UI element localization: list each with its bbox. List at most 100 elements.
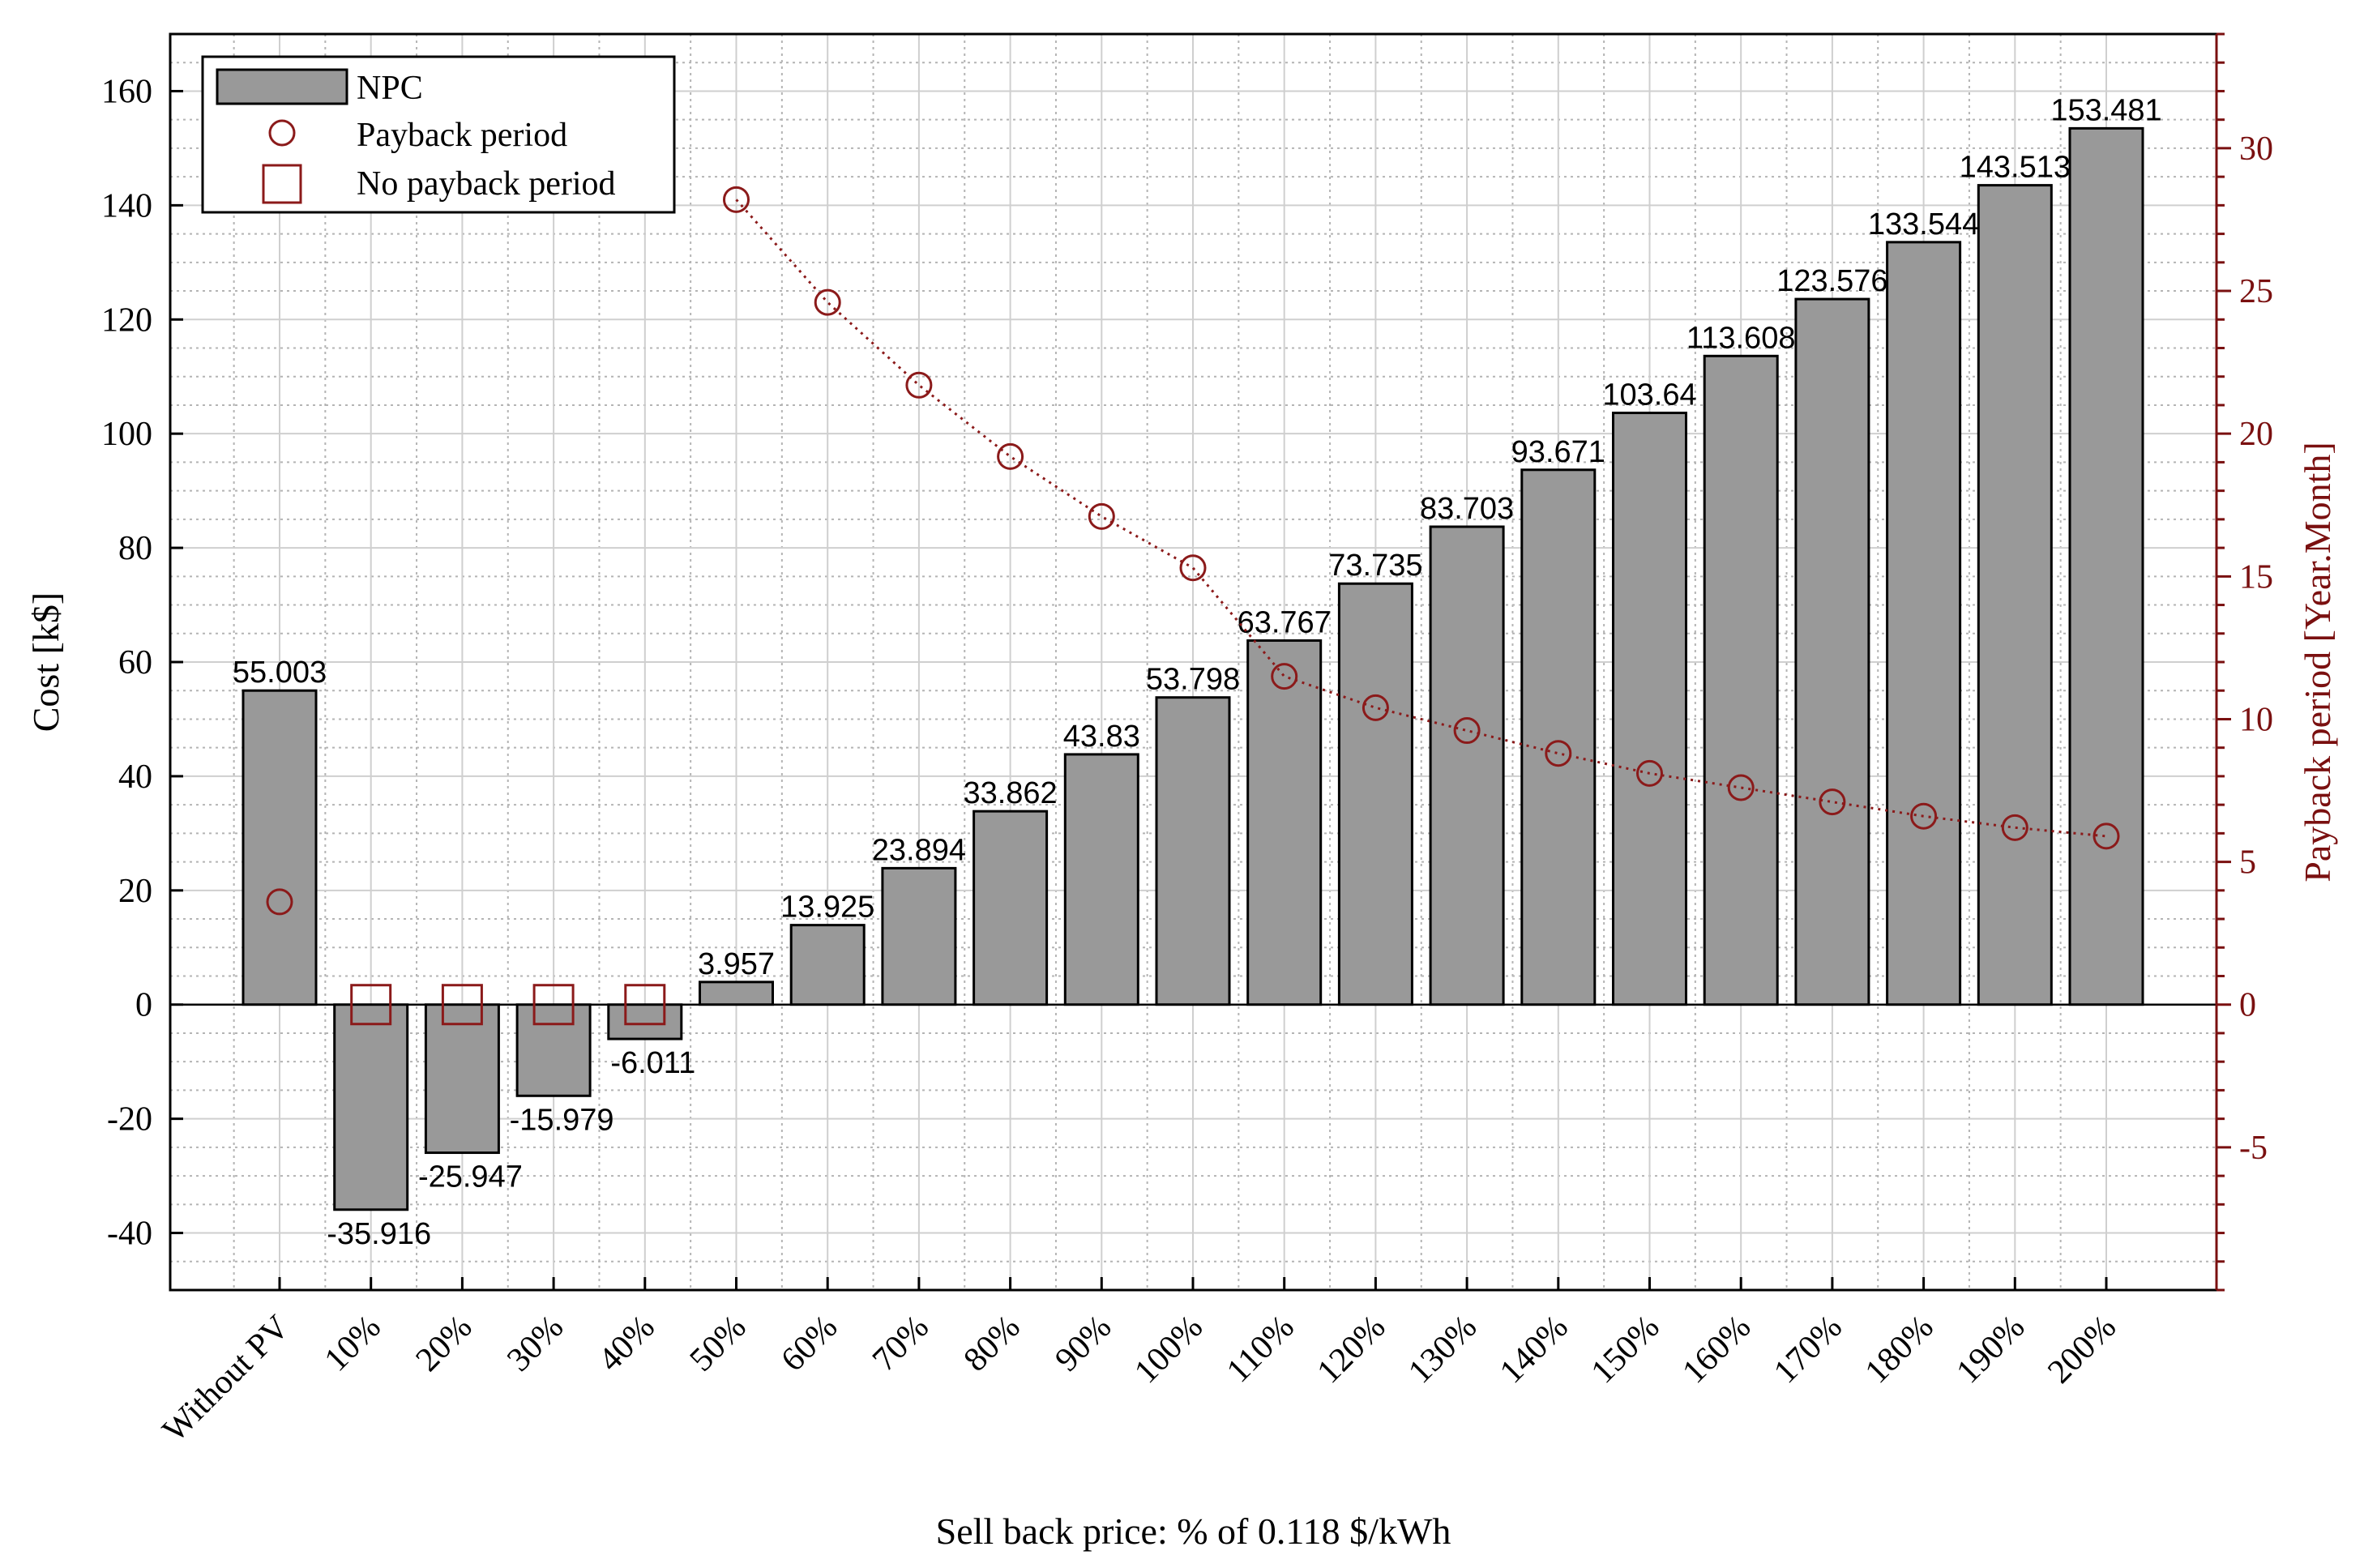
- x-axis: Without PV 10% 20% 30% 40% 50% 60% 70% 80% 90% 100…: [156, 1277, 2123, 1450]
- payback-point: [1727, 774, 1755, 801]
- x-tick-label: 90%: [1048, 1309, 1118, 1379]
- x-tick-label: 20%: [408, 1309, 479, 1379]
- bar-value-label: 103.64: [1602, 378, 1696, 412]
- left-y-axis: -40 -20 0 20 40 60 80 100 120 140 160: [101, 73, 183, 1253]
- x-tick-label: 200%: [2041, 1309, 2123, 1391]
- legend: NPC Payback period No payback period: [201, 55, 676, 214]
- payback-point: [1271, 663, 1298, 690]
- legend-no-payback-label: No payback period: [357, 165, 616, 203]
- right-tick-label: 15: [2239, 558, 2273, 596]
- x-tick-label: 110%: [1220, 1309, 1302, 1391]
- no-payback-point: [624, 984, 666, 1026]
- npc-bar: [607, 1003, 683, 1040]
- payback-point: [1636, 759, 1663, 787]
- npc-bar: [424, 1003, 500, 1155]
- bar-value-labels: 55.003-35.916-25.947-15.979-6.0113.95713…: [233, 93, 2162, 1250]
- no-payback-point: [441, 984, 483, 1026]
- payback-point: [1088, 502, 1115, 530]
- payback-point: [1453, 717, 1481, 745]
- x-tick-label: 180%: [1858, 1309, 1941, 1391]
- bar-value-label: -35.916: [327, 1217, 431, 1251]
- x-tick-label: 30%: [500, 1309, 571, 1379]
- left-tick-label: 100: [101, 416, 152, 453]
- bar-value-label: 83.703: [1420, 492, 1514, 526]
- x-axis-label: Sell back price: % of 0.118 $/kWh: [936, 1510, 1451, 1552]
- x-tick-label: 10%: [318, 1309, 388, 1379]
- npc-bar: [333, 1003, 409, 1211]
- left-tick-label: -20: [107, 1101, 152, 1139]
- x-tick-label: 140%: [1493, 1309, 1575, 1391]
- payback-series: [266, 186, 2120, 916]
- bar-value-label: 55.003: [233, 656, 327, 690]
- npc-bar: [881, 866, 957, 1006]
- npc-bar: [1977, 184, 2053, 1006]
- payback-point: [266, 888, 293, 916]
- left-tick-label: 20: [118, 873, 152, 910]
- payback-point: [723, 186, 750, 213]
- payback-point: [2001, 814, 2028, 841]
- npc-bar: [699, 981, 774, 1006]
- payback-line: [735, 199, 2107, 838]
- npc-bars: [242, 126, 2144, 1211]
- right-tick-label: 25: [2239, 273, 2273, 310]
- bar-value-label: 13.925: [780, 891, 874, 925]
- payback-point: [2093, 822, 2120, 850]
- npc-bar: [1246, 639, 1323, 1006]
- legend-npc-swatch: [216, 68, 348, 105]
- bar-value-label: 23.894: [872, 833, 966, 867]
- right-tick-label: 10: [2239, 701, 2273, 738]
- npc-bar: [789, 924, 866, 1006]
- npc-bar: [1155, 696, 1231, 1006]
- left-tick-label: 40: [118, 758, 152, 796]
- bar-value-label: 43.83: [1063, 720, 1140, 754]
- bar-value-label: -15.979: [510, 1103, 614, 1137]
- x-tick-label: 60%: [774, 1309, 844, 1379]
- right-tick-label: 30: [2239, 130, 2273, 168]
- left-tick-label: 80: [118, 530, 152, 567]
- npc-bar: [1520, 468, 1597, 1006]
- legend-no-payback-marker: [262, 164, 302, 204]
- x-tick-label: 70%: [866, 1309, 936, 1379]
- left-tick-label: 60: [118, 644, 152, 681]
- npc-bar: [973, 810, 1049, 1006]
- x-tick-label: 160%: [1675, 1309, 1758, 1391]
- bar-value-label: 3.957: [698, 947, 775, 981]
- no-payback-point: [350, 984, 392, 1026]
- no-payback-point: [532, 984, 575, 1026]
- bar-value-label: -25.947: [418, 1160, 523, 1194]
- left-tick-label: 0: [135, 987, 152, 1024]
- npc-bar: [1429, 525, 1505, 1006]
- right-tick-label: 0: [2239, 987, 2256, 1024]
- no-payback-series: [350, 984, 666, 1026]
- bar-value-label: 153.481: [2050, 93, 2161, 127]
- y2-axis-label: Payback period [Year.Month]: [2297, 442, 2338, 882]
- x-tick-label: 120%: [1310, 1309, 1393, 1391]
- left-tick-label: 140: [101, 187, 152, 224]
- npc-bar: [515, 1003, 592, 1097]
- left-tick-label: 120: [101, 301, 152, 339]
- left-tick-label: 160: [101, 73, 152, 110]
- x-tick-label: 150%: [1584, 1309, 1667, 1391]
- x-tick-label: 50%: [683, 1309, 754, 1379]
- bar-value-label: 93.671: [1511, 435, 1605, 469]
- npc-bar: [1794, 297, 1870, 1006]
- npc-bar: [2068, 126, 2144, 1006]
- npc-bar: [242, 689, 318, 1006]
- x-tick-label: 80%: [957, 1309, 1028, 1379]
- npc-bar: [1886, 241, 1962, 1006]
- bar-value-label: 53.798: [1146, 663, 1240, 697]
- bar-value-label: 113.608: [1686, 321, 1796, 355]
- payback-point: [997, 442, 1024, 470]
- right-y-axis: -5 0 5 10 15 20 25 30: [2215, 32, 2273, 1292]
- bar-value-label: 123.576: [1776, 264, 1887, 298]
- right-tick-label: 5: [2239, 844, 2256, 882]
- x-tick-label: 100%: [1127, 1309, 1210, 1391]
- y-axis-label: Cost [k$]: [25, 592, 66, 733]
- bar-value-label: 133.544: [1868, 207, 1979, 241]
- npc-bar: [1703, 354, 1779, 1006]
- bar-value-label: 33.862: [963, 776, 1057, 810]
- payback-point: [1545, 740, 1572, 767]
- npc-bar: [1612, 412, 1687, 1006]
- right-tick-label: -5: [2239, 1130, 2268, 1167]
